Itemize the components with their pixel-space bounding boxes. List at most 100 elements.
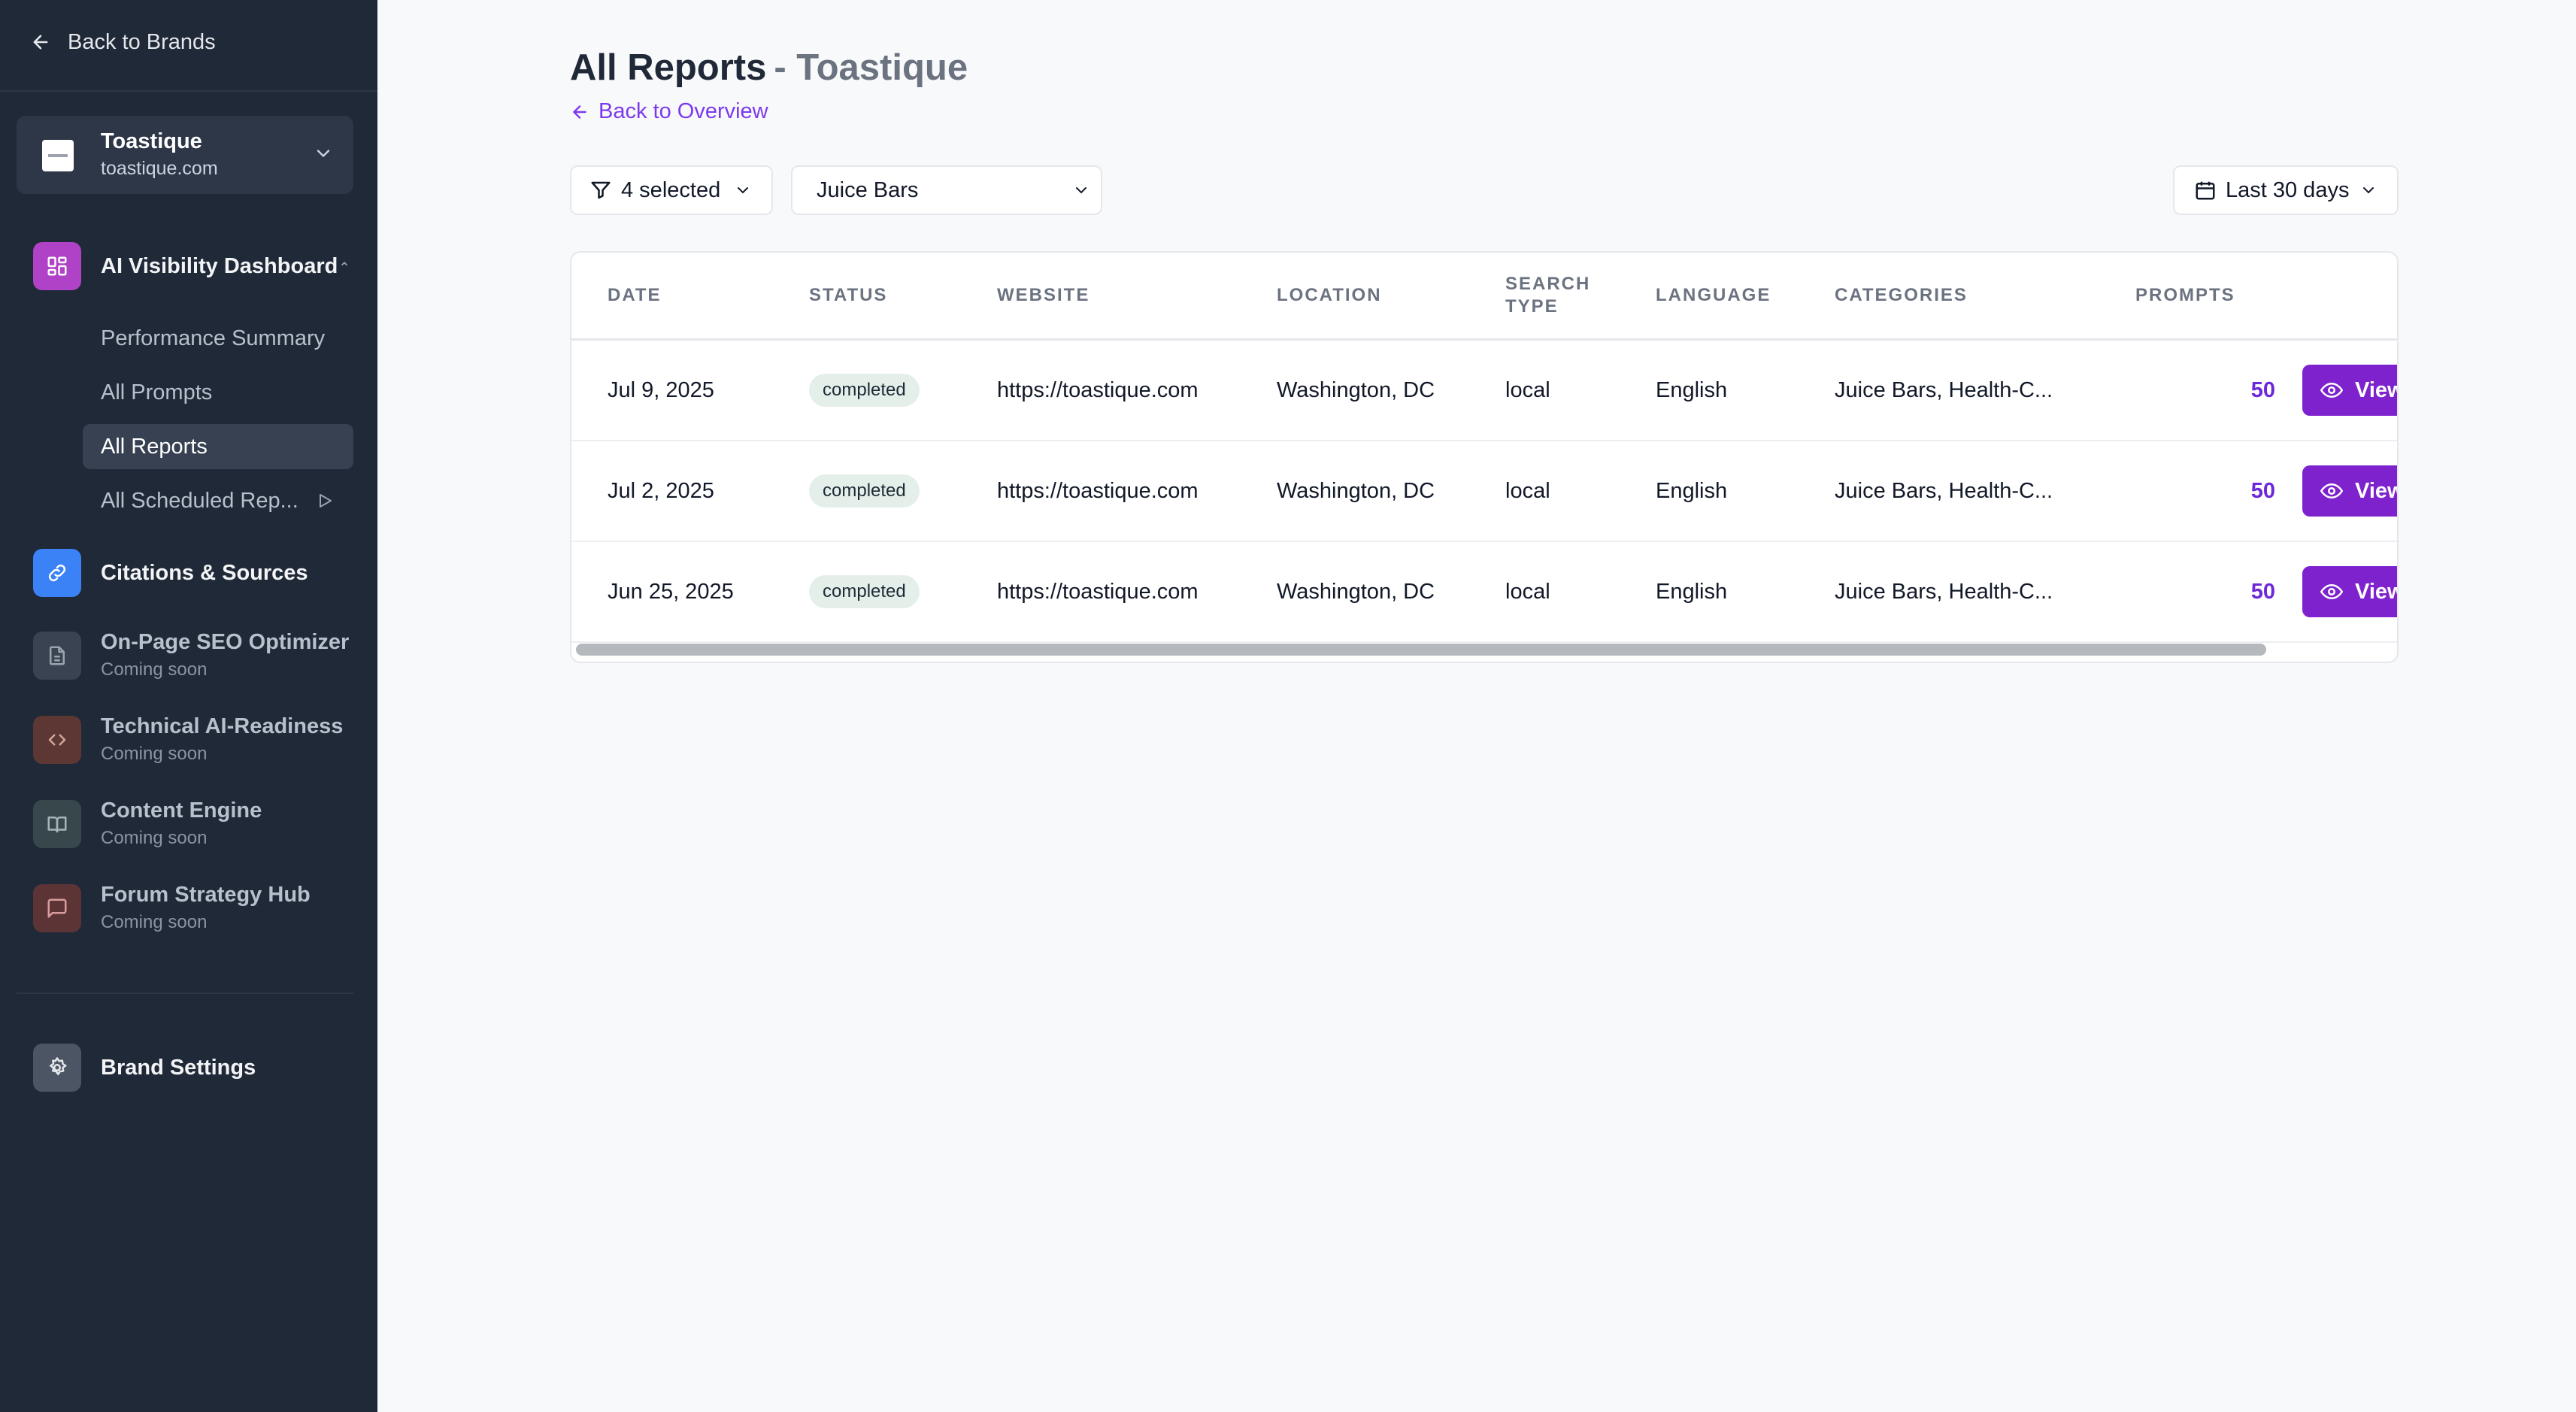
chevron-down-icon [317,150,330,157]
chevron-up-icon [341,262,348,266]
arrow-left-icon [573,105,586,119]
nav-citations-label: Citations & Sources [101,560,308,585]
cell-website: https://toastique.com [997,478,1199,503]
status-badge: completed [809,374,920,407]
book-icon [33,799,81,848]
cell-categories: Juice Bars, Health-C... [1835,377,2053,402]
sidebar-item-all-reports[interactable]: All Reports [83,424,353,469]
cell-search-type: local [1505,579,1550,604]
date-range-value: Last 30 days [2226,177,2350,202]
column-header-search-type[interactable]: SEARCH TYPE [1505,253,1590,338]
calendar-icon [2196,181,2215,200]
sidebar: Back to Brands Toastique toastique.com A… [0,0,377,1412]
dashboard-grid-icon [33,242,81,290]
play-icon [320,494,332,508]
sidebar-item-label: All Reports [101,434,208,459]
filter-icon [591,181,611,199]
view-report-button[interactable]: View [2302,465,2397,517]
view-button-label: View [2355,478,2397,503]
cell-prompts: 50 [2250,377,2275,402]
eye-icon [2320,483,2343,499]
horizontal-scrollbar[interactable] [576,644,2266,656]
cell-location: Washington, DC [1277,579,1435,604]
nav-citations-sources[interactable]: Citations & Sources [33,549,308,597]
status-filter-dropdown[interactable]: 4 selected [570,165,773,215]
cell-date: Jul 9, 2025 [608,377,714,402]
nav-seo-label: On-Page SEO Optimizer [101,630,350,654]
brand-switcher[interactable]: Toastique toastique.com [17,116,353,194]
document-icon [33,631,81,680]
sidebar-item-label: Performance Summary [101,326,326,350]
sidebar-item-performance-summary[interactable]: Performance Summary [83,316,353,361]
arrow-left-icon [33,35,48,50]
nav-content-label: Content Engine [101,798,262,823]
column-header-search-type-line1: SEARCH [1505,274,1591,294]
column-header-prompts[interactable]: PROMPTS [2135,285,2235,305]
page-title-text: All Reports [570,47,767,88]
nav-content-engine[interactable]: Content Engine Coming soon [33,798,262,849]
nav-technical-ai-readiness[interactable]: Technical AI-Readiness Coming soon [33,714,343,765]
page-title-brand: - Toastique [774,47,968,88]
table-row[interactable]: Jun 25, 2025 completed https://toastique… [571,542,2397,643]
nav-ai-visibility-dashboard[interactable]: AI Visibility Dashboard [33,242,350,290]
brand-name: Toastique [101,129,202,153]
sidebar-item-all-scheduled-reports[interactable]: All Scheduled Rep... [83,478,353,523]
reports-table: DATE STATUS WEBSITE LOCATION SEARCH TYPE… [570,251,2399,663]
cell-categories: Juice Bars, Health-C... [1835,579,2053,604]
cell-website: https://toastique.com [997,377,1199,402]
back-to-overview-link[interactable]: Back to Overview [570,99,768,124]
column-header-status[interactable]: STATUS [809,285,888,305]
chevron-down-icon [1076,187,1086,194]
column-header-search-type-line2: TYPE [1505,296,1559,317]
sidebar-divider [0,90,377,92]
cell-categories: Juice Bars, Health-C... [1835,478,2053,503]
column-header-website[interactable]: WEBSITE [997,285,1090,305]
view-button-label: View [2355,579,2397,604]
table-row[interactable]: Jul 2, 2025 completed https://toastique.… [571,441,2397,542]
nav-technical-label: Technical AI-Readiness [101,714,344,738]
view-report-button[interactable]: View [2302,566,2397,617]
cell-language: English [1656,579,1728,604]
column-header-location[interactable]: LOCATION [1277,285,1382,305]
cell-website: https://toastique.com [997,579,1199,604]
column-header-date[interactable]: DATE [608,285,662,305]
nav-ai-visibility-label: AI Visibility Dashboard [101,253,338,278]
nav-brand-settings-label: Brand Settings [101,1055,256,1080]
cell-search-type: local [1505,377,1550,402]
sidebar-item-label: All Scheduled Rep... [101,488,299,513]
status-badge: completed [809,474,920,508]
back-to-brands-link[interactable]: Back to Brands [30,27,216,57]
cell-prompts: 50 [2250,579,2275,604]
nav-forum-label: Forum Strategy Hub [101,883,311,907]
category-select[interactable]: Juice Bars [791,165,1102,215]
view-report-button[interactable]: View [2302,365,2397,416]
table-row[interactable]: Jul 9, 2025 completed https://toastique.… [571,341,2397,441]
brand-logo [42,140,74,171]
cell-language: English [1656,377,1728,402]
nav-on-page-seo-optimizer[interactable]: On-Page SEO Optimizer Coming soon [33,630,349,680]
coming-soon-label: Coming soon [101,912,208,932]
code-icon [33,715,81,764]
brand-domain: toastique.com [101,158,218,179]
coming-soon-label: Coming soon [101,744,208,764]
sidebar-item-label: All Prompts [101,380,213,405]
date-range-picker[interactable]: Last 30 days [2173,165,2399,215]
chevron-down-icon [2363,187,2374,194]
category-select-value: Juice Bars [817,177,919,202]
column-header-categories[interactable]: CATEGORIES [1835,285,1968,305]
back-to-overview-label: Back to Overview [599,99,768,123]
link-icon [33,549,81,597]
chevron-down-icon [738,187,749,194]
column-header-language[interactable]: LANGUAGE [1656,285,1771,305]
nav-forum-strategy-hub[interactable]: Forum Strategy Hub Coming soon [33,883,311,933]
eye-icon [2320,583,2343,600]
status-filter-value: 4 selected [621,177,721,202]
cell-date: Jun 25, 2025 [608,579,734,604]
cell-location: Washington, DC [1277,377,1435,402]
cell-prompts: 50 [2250,478,2275,503]
cell-search-type: local [1505,478,1550,503]
nav-brand-settings[interactable]: Brand Settings [33,1044,256,1092]
sidebar-item-all-prompts[interactable]: All Prompts [83,370,353,415]
cell-language: English [1656,478,1728,503]
status-badge: completed [809,575,920,608]
